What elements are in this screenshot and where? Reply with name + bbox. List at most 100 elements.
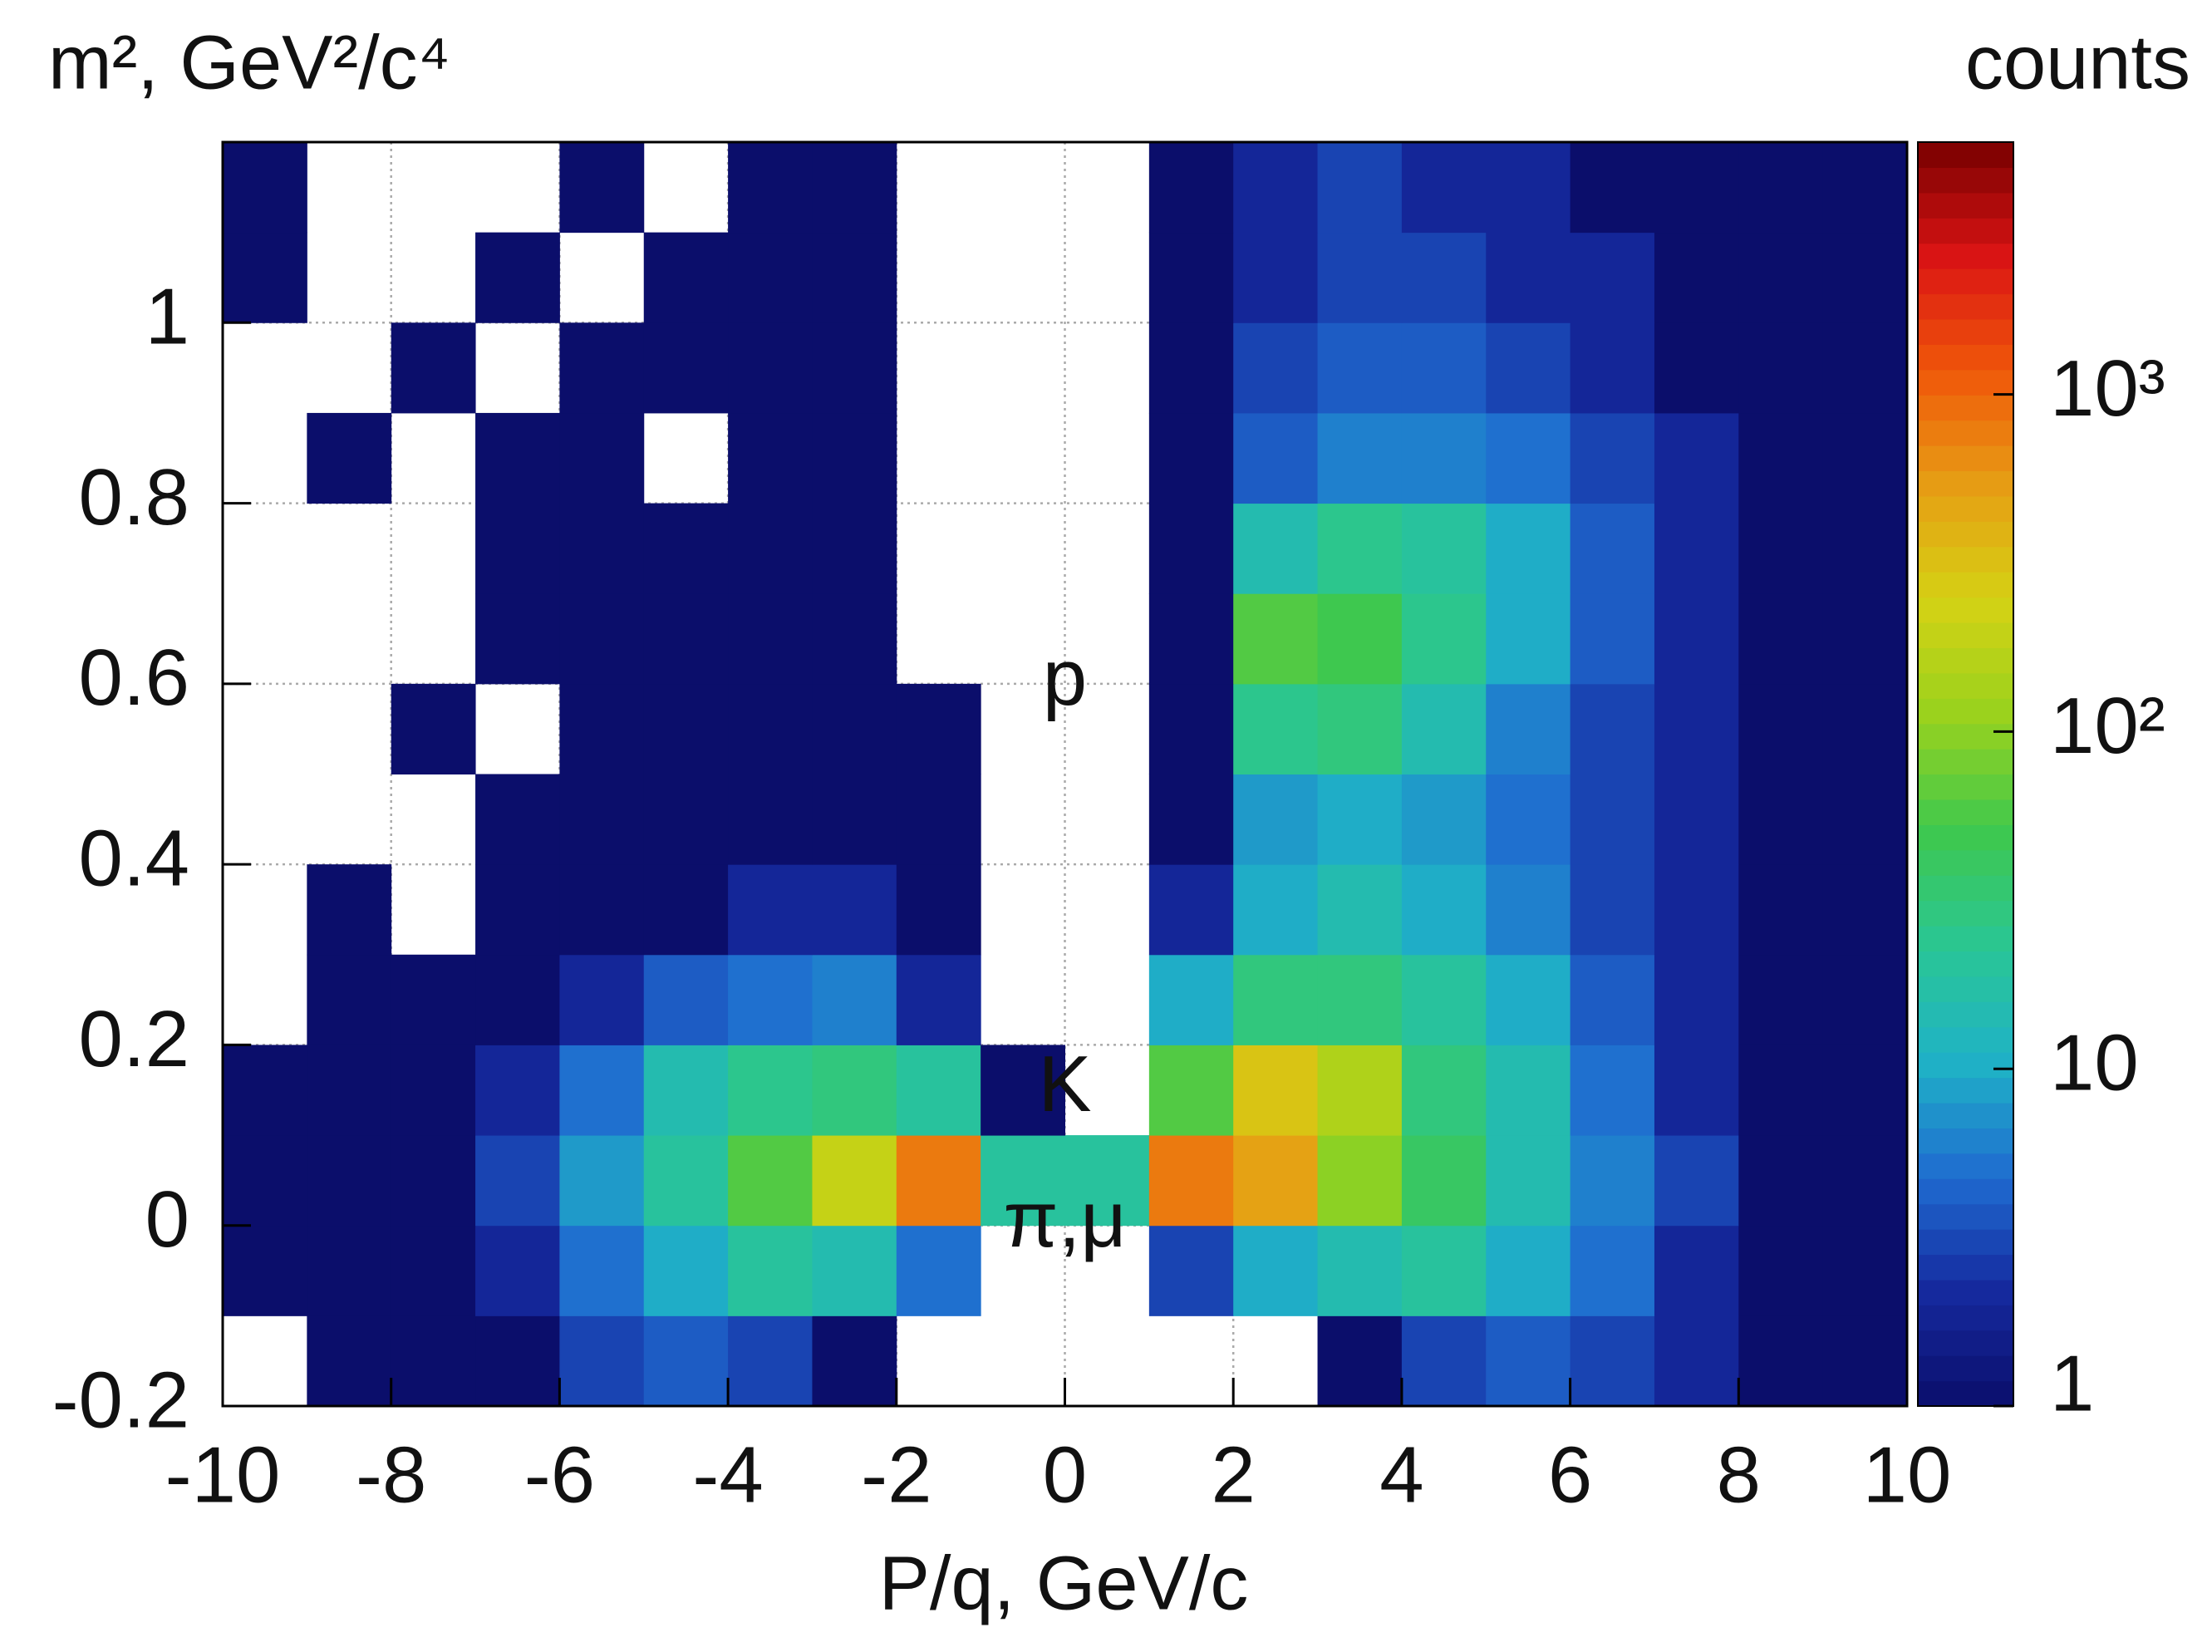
bin xyxy=(1233,683,1319,774)
bin xyxy=(1738,232,1824,323)
bin xyxy=(1822,412,1908,504)
bin xyxy=(728,774,813,865)
bin xyxy=(559,412,645,504)
colorbar-band xyxy=(1918,1001,2013,1028)
bin xyxy=(728,503,813,594)
bin xyxy=(812,412,897,504)
bin xyxy=(307,954,392,1045)
bin xyxy=(1486,774,1571,865)
colorbar-band xyxy=(1918,875,2013,902)
bin xyxy=(1148,1135,1234,1227)
bin xyxy=(812,954,897,1045)
annotation: K xyxy=(1038,1040,1091,1128)
x-tick-label: 10 xyxy=(1863,1430,1952,1519)
bin xyxy=(1738,412,1824,504)
bin xyxy=(1317,683,1403,774)
bin xyxy=(1822,1135,1908,1227)
colorbar-band xyxy=(1918,723,2013,750)
bin xyxy=(1486,954,1571,1045)
bin xyxy=(1822,1315,1908,1407)
bin xyxy=(728,1315,813,1407)
bin xyxy=(812,142,897,234)
colorbar-band xyxy=(1918,293,2013,320)
bin xyxy=(1233,1045,1319,1136)
bin xyxy=(1738,864,1824,956)
bin xyxy=(1148,1045,1234,1136)
bin xyxy=(1570,412,1655,504)
bin xyxy=(559,142,645,234)
bin xyxy=(559,1315,645,1407)
bin xyxy=(1148,322,1234,414)
colorbar-band xyxy=(1918,1203,2013,1230)
bin xyxy=(1401,1225,1487,1316)
bin xyxy=(559,593,645,685)
colorbar-tick-label: 10³ xyxy=(2050,344,2165,433)
bin xyxy=(1486,683,1571,774)
colorbar-band xyxy=(1918,470,2013,497)
bin xyxy=(812,503,897,594)
bin xyxy=(643,1225,729,1316)
bin xyxy=(559,503,645,594)
bin xyxy=(896,774,981,865)
colorbar-band xyxy=(1918,1254,2013,1281)
bin xyxy=(1401,1045,1487,1136)
bin xyxy=(1317,1315,1403,1407)
bin xyxy=(812,864,897,956)
bin xyxy=(1738,1315,1824,1407)
bin xyxy=(1401,232,1487,323)
colorbar-band xyxy=(1918,142,2013,169)
bin xyxy=(1738,593,1824,685)
bin xyxy=(1317,954,1403,1045)
bin xyxy=(475,412,560,504)
bin xyxy=(1233,593,1319,685)
bin xyxy=(812,1045,897,1136)
bin xyxy=(1822,593,1908,685)
x-tick-label: 4 xyxy=(1379,1430,1423,1519)
x-tick-label: -4 xyxy=(692,1430,763,1519)
x-tick-label: 2 xyxy=(1212,1430,1256,1519)
bin xyxy=(391,1135,476,1227)
bin xyxy=(981,1135,1065,1227)
bin xyxy=(1654,774,1739,865)
bin xyxy=(1738,1225,1824,1316)
bin xyxy=(1654,322,1739,414)
bin xyxy=(728,1225,813,1316)
colorbar-tick-label: 10² xyxy=(2050,681,2165,770)
colorbar-band xyxy=(1918,597,2013,623)
bin xyxy=(307,1315,392,1407)
bin xyxy=(643,774,729,865)
bin xyxy=(223,142,307,234)
bin xyxy=(1654,232,1739,323)
bin xyxy=(1822,322,1908,414)
colorbar-band xyxy=(1918,1153,2013,1179)
bin xyxy=(1486,1225,1571,1316)
bin xyxy=(1148,864,1234,956)
x-tick-label: 8 xyxy=(1717,1430,1761,1519)
bin xyxy=(1148,412,1234,504)
bin xyxy=(728,322,813,414)
bin xyxy=(728,954,813,1045)
bin xyxy=(1401,683,1487,774)
bin xyxy=(896,1135,981,1227)
bin xyxy=(812,1315,897,1407)
bin xyxy=(1233,142,1319,234)
colorbar-band xyxy=(1918,318,2013,345)
colorbar-band xyxy=(1918,1077,2013,1104)
annotation: p xyxy=(1043,633,1087,722)
bin xyxy=(1233,1135,1319,1227)
colorbar-band xyxy=(1918,1279,2013,1305)
colorbar-band xyxy=(1918,1128,2013,1154)
colorbar-tick-label: 1 xyxy=(2050,1339,2094,1428)
bin xyxy=(1401,1315,1487,1407)
bin xyxy=(475,232,560,323)
bin xyxy=(1148,142,1234,234)
bin xyxy=(1317,1135,1403,1227)
bin xyxy=(728,232,813,323)
bin xyxy=(1738,1135,1824,1227)
bin xyxy=(1401,412,1487,504)
colorbar-band xyxy=(1918,1052,2013,1079)
bin xyxy=(1317,232,1403,323)
bin xyxy=(307,1225,392,1316)
bin xyxy=(643,954,729,1045)
